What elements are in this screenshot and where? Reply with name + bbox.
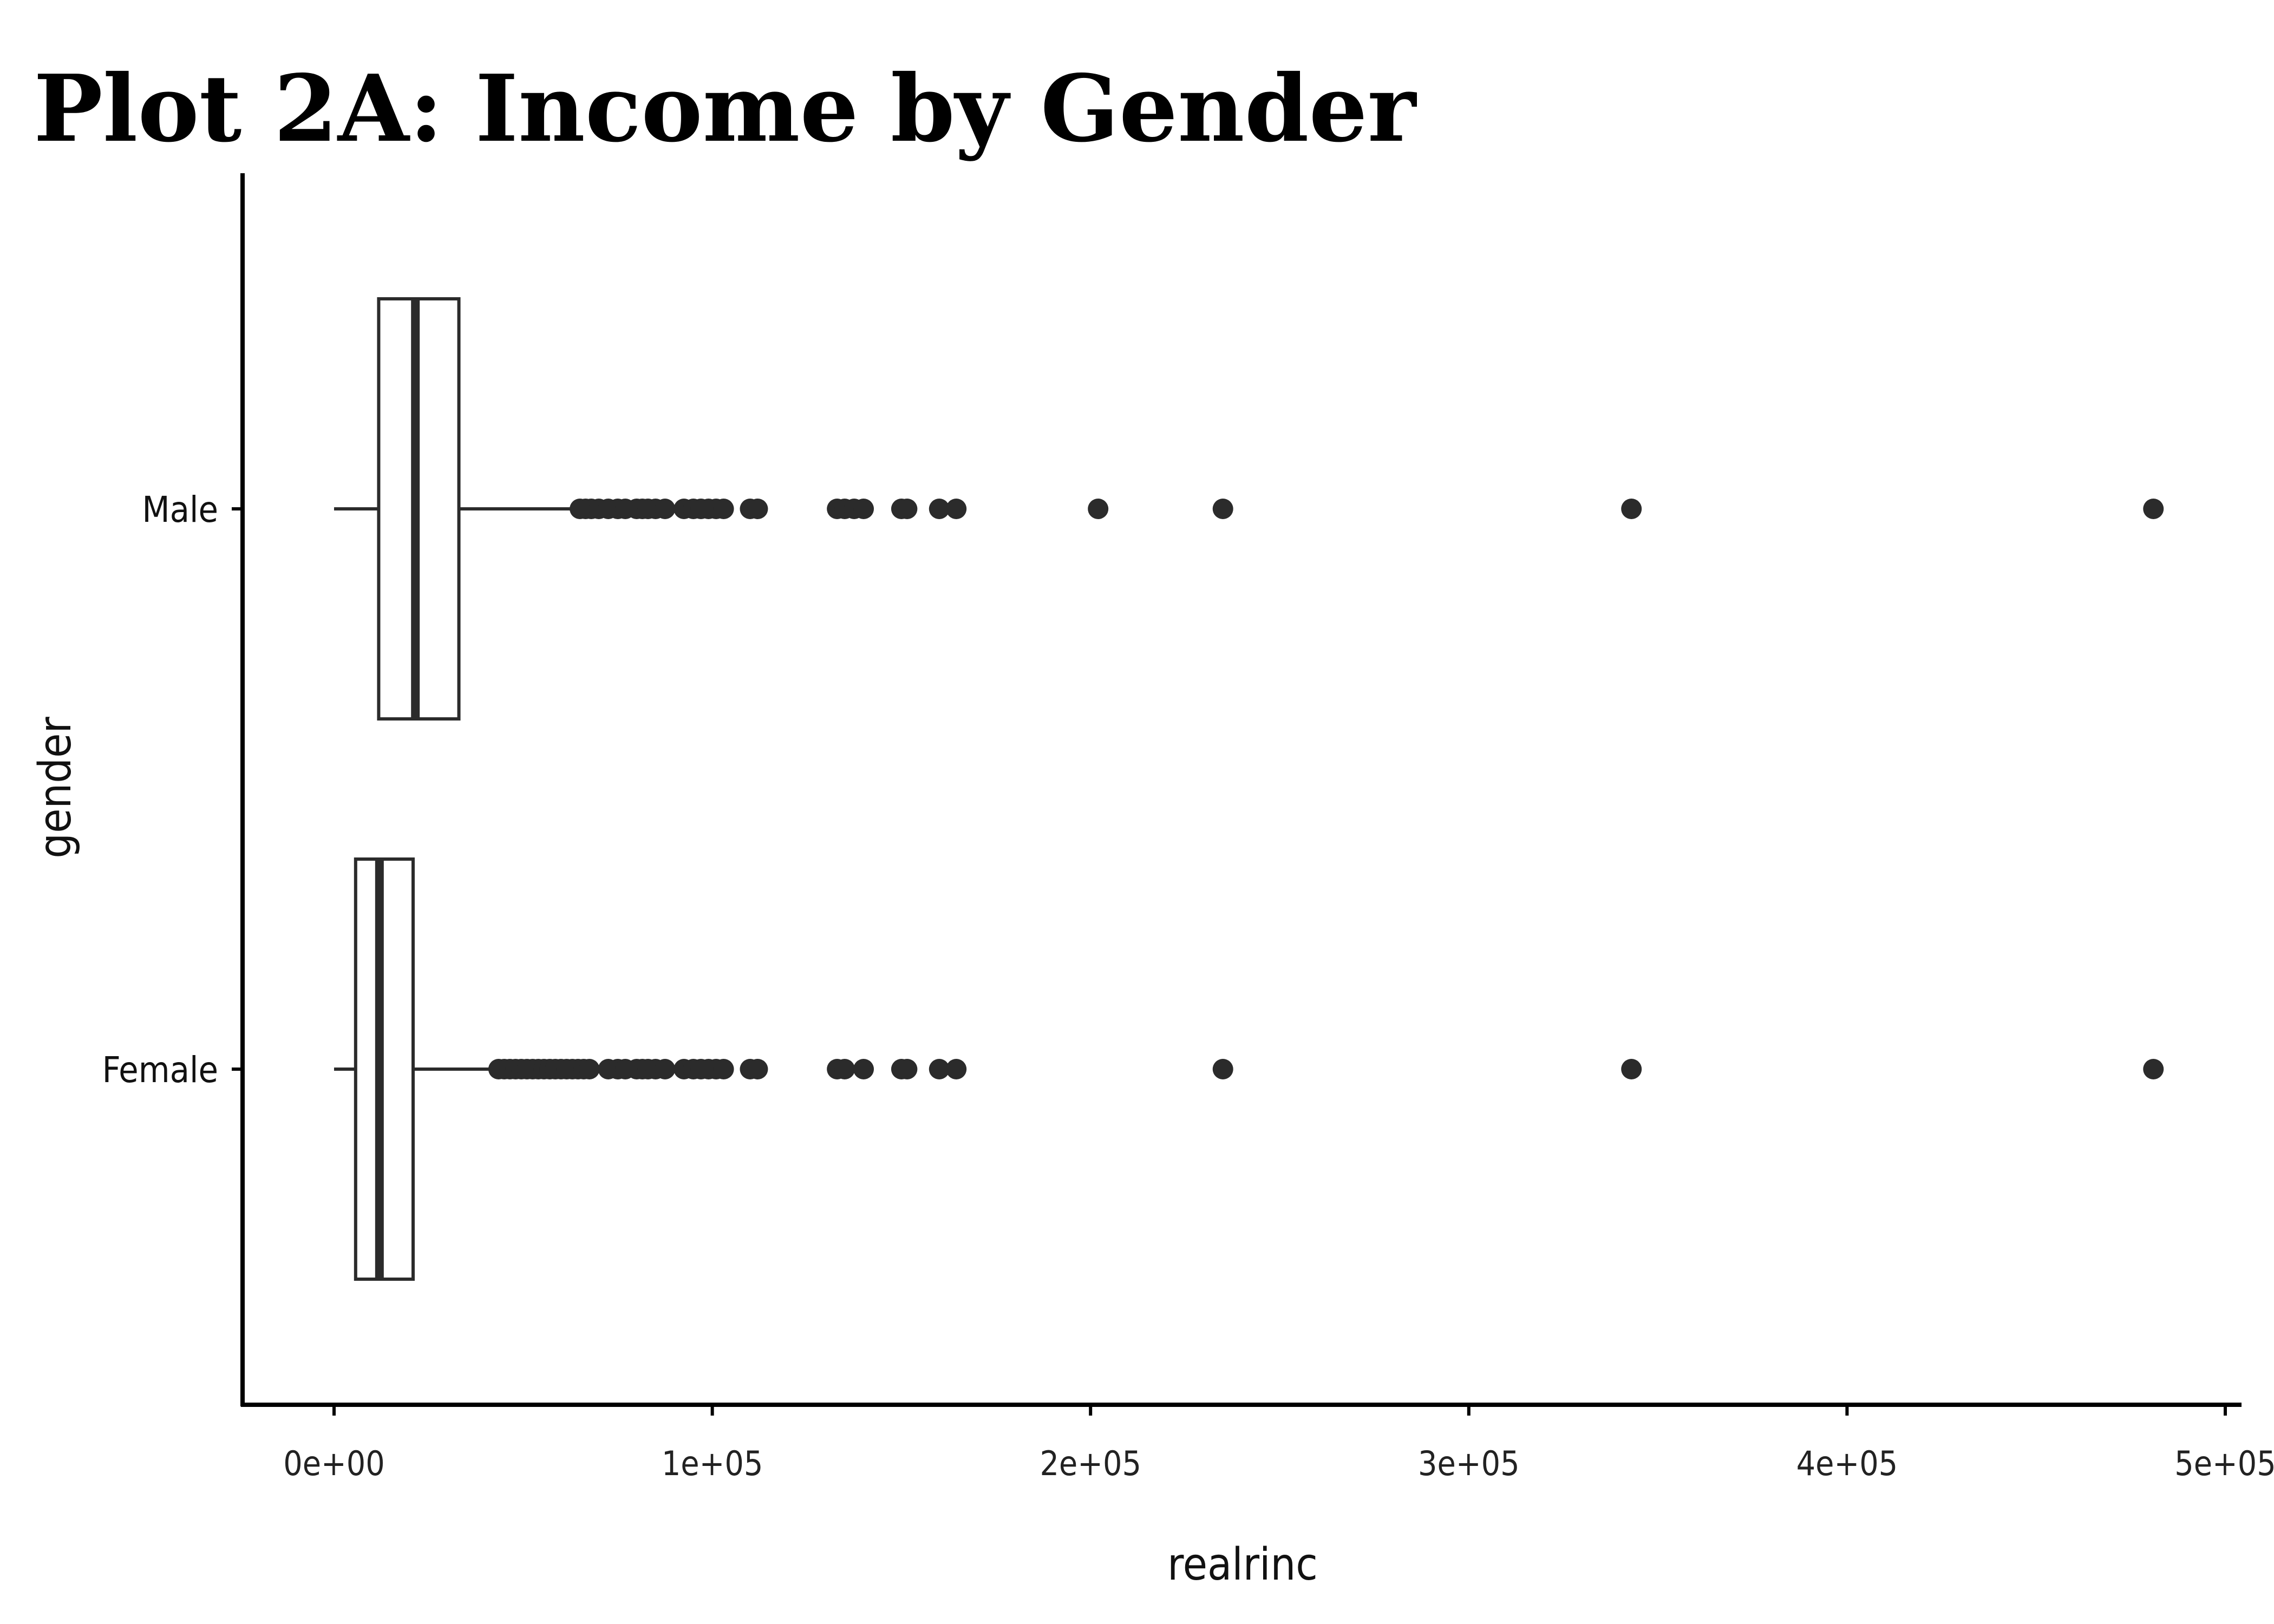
x-tick-label: 3e+05 bbox=[1418, 1444, 1520, 1483]
outlier-point bbox=[1088, 499, 1109, 519]
outlier-point bbox=[2143, 499, 2164, 519]
outlier-point bbox=[897, 1059, 918, 1079]
y-tick-label: Female bbox=[102, 1049, 218, 1091]
outlier-point bbox=[897, 499, 918, 519]
outlier-point bbox=[655, 1059, 676, 1079]
x-axis-ticks: 0e+00 1e+05 2e+05 3e+05 4e+05 5e+05 bbox=[283, 1405, 2274, 1483]
outlier-point bbox=[713, 1059, 734, 1079]
box-iqr bbox=[354, 857, 415, 1281]
outlier-point bbox=[579, 1059, 600, 1079]
chart-title: Plot 2A: Income by Gender bbox=[34, 55, 1417, 163]
outlier-point bbox=[655, 499, 676, 519]
y-axis-title: gender bbox=[30, 717, 81, 859]
outlier-point bbox=[1212, 1059, 1233, 1079]
outlier-point bbox=[834, 1059, 855, 1079]
x-tick-label: 2e+05 bbox=[1040, 1444, 1141, 1483]
y-axis-ticks: Male Female bbox=[102, 489, 243, 1091]
x-tick-label: 0e+00 bbox=[283, 1444, 385, 1483]
x-tick-label: 4e+05 bbox=[1796, 1444, 1898, 1483]
outlier-point bbox=[946, 499, 967, 519]
x-tick-label: 5e+05 bbox=[2174, 1444, 2274, 1483]
boxes bbox=[334, 297, 571, 1281]
x-axis-title: realrinc bbox=[1167, 1539, 1318, 1590]
outlier-point bbox=[929, 1059, 950, 1079]
outlier-point bbox=[853, 1059, 874, 1079]
axes bbox=[240, 173, 2242, 1407]
outlier-point bbox=[747, 499, 768, 519]
outlier-point bbox=[713, 499, 734, 519]
y-tick-label: Male bbox=[142, 489, 218, 531]
outlier-point bbox=[1212, 499, 1233, 519]
outlier-point bbox=[929, 499, 950, 519]
outlier-point bbox=[2143, 1059, 2164, 1079]
outlier-point bbox=[1621, 499, 1642, 519]
outlier-point bbox=[1621, 1059, 1642, 1079]
outlier-point bbox=[747, 1059, 768, 1079]
outlier-point bbox=[946, 1059, 967, 1079]
outlier-point bbox=[853, 499, 874, 519]
x-tick-label: 1e+05 bbox=[662, 1444, 763, 1483]
outlier-points bbox=[488, 499, 2164, 1079]
